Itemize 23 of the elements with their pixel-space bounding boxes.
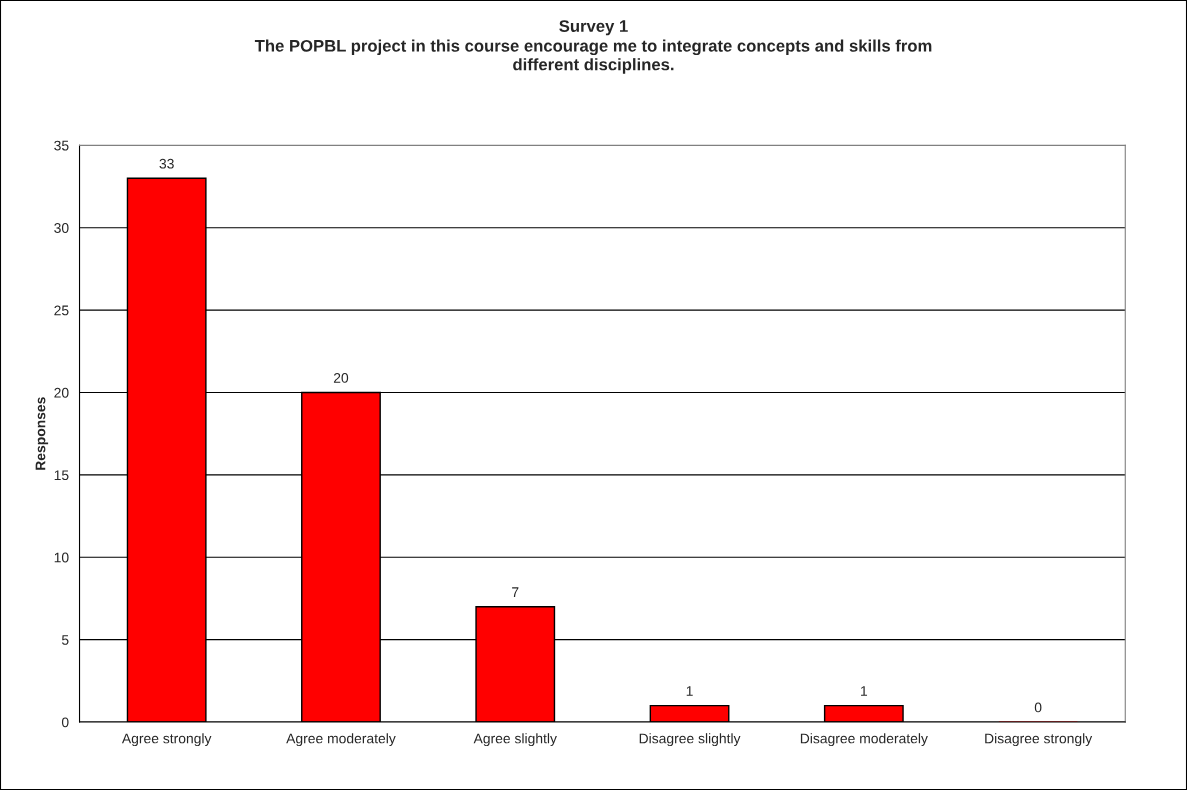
- x-tick-label: Agree slightly: [473, 733, 557, 747]
- data-label: 20: [333, 372, 349, 383]
- data-label: 1: [686, 686, 693, 696]
- y-tick-label: 10: [54, 552, 69, 563]
- x-tick-label: Disagree slightly: [639, 733, 741, 747]
- data-label: 1: [861, 686, 868, 696]
- y-axis-title: Responses: [35, 397, 49, 470]
- y-tick-label: 20: [54, 387, 69, 398]
- x-tick-label: Agree moderately: [286, 733, 396, 747]
- data-label: 33: [159, 158, 174, 169]
- y-tick-label: 5: [61, 635, 69, 645]
- x-tick-label: Agree strongly: [121, 733, 212, 747]
- x-tick-label: Disagree moderately: [800, 733, 928, 747]
- data-label: 0: [1034, 702, 1042, 713]
- y-tick-label: 15: [54, 470, 69, 481]
- y-tick-label: 30: [54, 223, 69, 233]
- x-tick-label: Disagree strongly: [985, 733, 1093, 747]
- data-label: 7: [512, 587, 519, 597]
- y-tick-label: 25: [54, 305, 69, 316]
- y-tick-label: 35: [54, 140, 69, 151]
- y-tick-label: 0: [61, 717, 69, 728]
- chart-title: Survey 1: [559, 20, 628, 36]
- chart-subtitle: The POPBL project in this course encourage me to integrate concepts and skills from different disciplines.: [254, 39, 932, 74]
